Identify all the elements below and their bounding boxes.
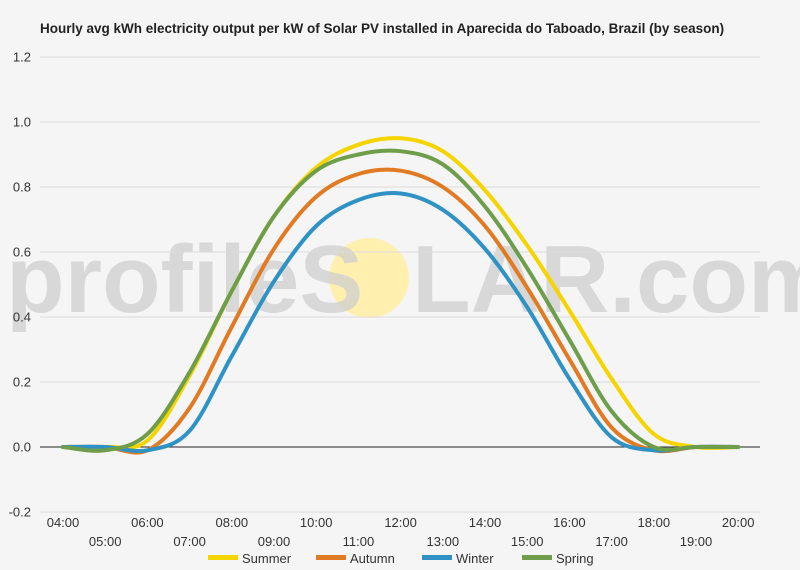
y-tick-label: 0.6 — [13, 245, 31, 260]
x-tick-label: 04:00 — [47, 515, 80, 530]
x-tick-label: 05:00 — [89, 534, 122, 549]
x-tick-label: 20:00 — [722, 515, 755, 530]
x-tick-label: 08:00 — [216, 515, 249, 530]
x-tick-label: 09:00 — [258, 534, 291, 549]
x-tick-label: 06:00 — [131, 515, 164, 530]
x-tick-label: 19:00 — [680, 534, 713, 549]
series-line-winter — [61, 191, 741, 453]
legend-label: Winter — [456, 551, 494, 566]
chart-title: Hourly avg kWh electricity output per kW… — [40, 21, 724, 36]
watermark-right-text: LAR.com — [412, 226, 800, 333]
legend-label: Spring — [556, 551, 594, 566]
watermark-left-text: profileS — [6, 226, 363, 333]
legend-swatch — [422, 555, 452, 560]
series-line-spring — [61, 148, 741, 453]
x-tick-label: 07:00 — [173, 534, 206, 549]
x-tick-label: 18:00 — [638, 515, 671, 530]
series-line-summer — [61, 136, 741, 450]
x-axis-ticks: 04:00 05:00 06:00 07:00 08:00 09:00 10:00 11:00… — [47, 515, 755, 549]
legend: Summer Autumn Winter Spring — [208, 551, 594, 566]
y-tick-label: 1.0 — [13, 115, 31, 130]
x-tick-label: 10:00 — [300, 515, 333, 530]
series-line-autumn — [61, 167, 741, 455]
legend-label: Summer — [242, 551, 292, 566]
x-tick-label: 17:00 — [595, 534, 628, 549]
y-tick-label: 0.2 — [13, 375, 31, 390]
x-tick-label: 13:00 — [427, 534, 460, 549]
y-tick-label: 1.2 — [13, 50, 31, 65]
y-axis-ticks: -0.2 0.0 0.2 0.4 0.6 0.8 1.0 1.2 — [9, 50, 31, 520]
y-tick-label: 0.4 — [13, 310, 31, 325]
series-lines — [61, 136, 741, 455]
legend-label: Autumn — [350, 551, 395, 566]
x-tick-label: 11:00 — [343, 534, 375, 549]
x-tick-label: 14:00 — [469, 515, 502, 530]
x-tick-label: 16:00 — [553, 515, 586, 530]
grid — [40, 56, 760, 513]
x-tick-label: 12:00 — [384, 515, 417, 530]
legend-swatch — [316, 555, 346, 560]
watermark-sun-icon — [329, 238, 409, 318]
watermark: profileS LAR.com — [6, 226, 800, 333]
y-tick-label: 0.0 — [13, 440, 31, 455]
y-tick-label: 0.8 — [13, 180, 31, 195]
y-tick-label: -0.2 — [9, 505, 31, 520]
legend-swatch — [208, 555, 238, 560]
x-tick-label: 15:00 — [511, 534, 544, 549]
legend-swatch — [522, 555, 552, 560]
